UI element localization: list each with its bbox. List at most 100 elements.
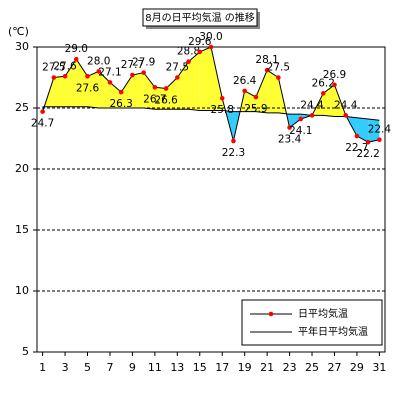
fill-area [109,82,122,108]
data-label: 26.9 [323,69,346,81]
data-label: 28.1 [255,54,278,66]
data-label: 22.2 [356,148,379,160]
data-label: 23.4 [278,134,302,146]
fill-area [87,71,99,108]
data-label: 27.6 [76,82,100,94]
data-point [298,116,304,122]
data-point [264,67,270,73]
data-point [242,88,247,94]
x-tick-label: 9 [129,361,136,374]
data-label: 29.0 [65,43,88,55]
data-point [354,133,360,139]
data-label: 27.5 [166,62,189,74]
y-tick-label: 5 [22,345,29,358]
fill-area [255,70,268,113]
chart-title: 8月の日平均気温 の推移 [145,11,255,24]
data-label: 28.0 [87,55,110,67]
data-point [118,89,124,95]
fill-area [356,117,369,143]
x-tick-label: 25 [305,361,319,374]
x-tick-label: 1 [39,361,46,374]
data-label: 29.6 [188,36,212,48]
title-box [142,8,258,27]
data-point [85,73,90,79]
x-tick-label: 7 [106,361,113,374]
data-label: 24.4 [334,99,358,111]
fill-area [323,84,335,117]
data-label: 27.1 [98,66,121,78]
data-point [186,59,191,64]
data-point [343,113,349,118]
fill-area [368,118,380,143]
fill-area [65,59,77,107]
data-label: 28.8 [177,46,200,58]
x-tick-label: 15 [193,361,207,374]
data-point [320,91,326,96]
data-label: 26.4 [233,75,257,87]
x-tick-label: 29 [350,361,364,374]
data-point [197,49,203,55]
fill-area [267,70,279,113]
data-label: 26.3 [109,98,132,110]
data-label: 30.0 [199,31,222,43]
fill-area [244,90,256,112]
fill-area [199,47,211,111]
data-label: 24.4 [300,99,324,111]
data-label: 26.6 [154,94,178,106]
legend-marker [268,311,274,317]
data-point [73,56,79,62]
x-tick-label: 11 [148,361,162,374]
data-label: 27.7 [121,59,144,71]
fill-area [98,71,110,108]
data-point [141,70,146,75]
x-tick-label: 27 [327,361,341,374]
data-label: 27.9 [132,57,155,69]
fill-area [76,59,88,107]
data-point [62,73,68,79]
y-tick-label: 25 [15,101,29,114]
data-point [51,75,57,80]
x-tick-label: 19 [238,361,252,374]
fill-area [154,87,167,110]
data-point [96,69,102,74]
fill-area [177,61,189,110]
y-tick-label: 30 [15,40,29,53]
fill-area [53,76,66,107]
x-tick-label: 3 [62,361,69,374]
data-label: 24.1 [289,125,312,137]
data-label: 22.7 [345,142,368,154]
data-label: 25.9 [244,103,267,115]
x-tick-label: 23 [283,361,297,374]
data-label: 24.7 [31,118,54,130]
data-label: 26.7 [143,93,166,105]
data-label: 27.5 [267,62,290,74]
data-point [107,80,113,85]
data-label: 26.2 [312,77,335,89]
data-label: 27.6 [53,60,77,72]
data-point [231,138,236,144]
legend-box [241,299,383,346]
data-point [152,84,158,90]
data-label: 22.4 [368,124,392,136]
legend-label: 日平均気温 [298,307,348,320]
data-point [219,95,225,101]
y-tick-label: 20 [15,162,29,175]
x-tick-label: 21 [260,361,274,374]
x-tick-label: 31 [372,361,386,374]
y-axis-label: (℃) [8,25,29,38]
data-point [130,72,135,78]
y-tick-label: 15 [15,223,29,236]
fill-area [289,114,301,128]
x-tick-label: 5 [84,361,91,374]
data-point [287,125,292,130]
series-line [42,106,380,121]
data-point [276,75,281,80]
y-tick-label: 10 [15,284,29,297]
data-point [365,139,371,145]
data-point [309,113,315,118]
data-point [163,86,169,91]
data-point [40,109,45,114]
data-point [377,137,382,143]
legend-label: 平年日平均気温 [298,325,368,338]
